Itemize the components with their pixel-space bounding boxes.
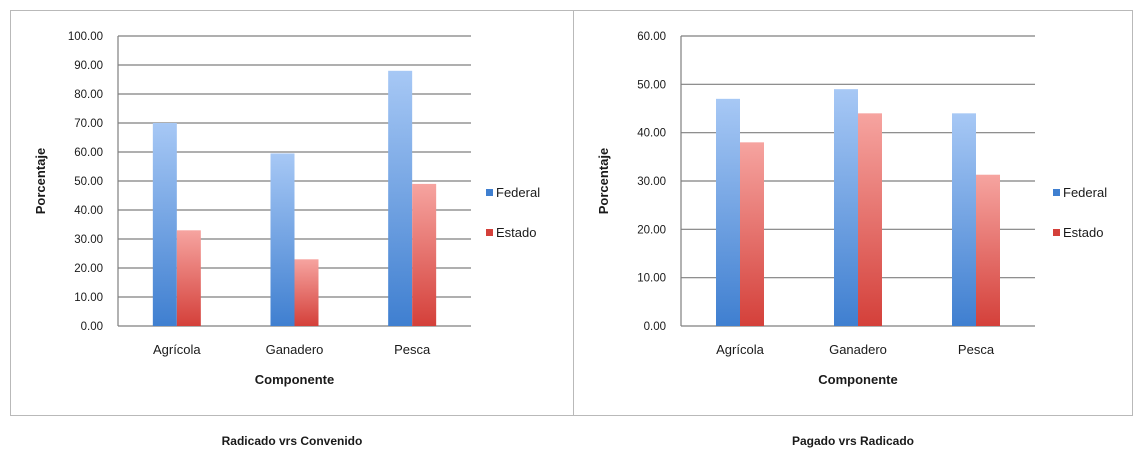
y-tick-label: 50.00 bbox=[74, 176, 103, 188]
legend-label-federal: Federal bbox=[1063, 185, 1107, 200]
y-tick-label: 0.00 bbox=[81, 321, 103, 333]
y-tick-label: 40.00 bbox=[74, 205, 103, 217]
y-tick-label: 20.00 bbox=[74, 263, 103, 275]
bar-estado-agricola bbox=[740, 142, 764, 326]
x-category-label: Ganadero bbox=[266, 342, 324, 357]
bar-federal-ganadero bbox=[270, 153, 295, 326]
y-tick-label: 80.00 bbox=[74, 89, 103, 101]
bar-federal-pesca bbox=[952, 113, 976, 326]
chart-title-pagado-radicado: Pagado vrs Radicado bbox=[791, 434, 915, 448]
chart-panel-pagado-radicado: 0.00 10.00 20.00 30.00 40.00 50.00 60.00 Agríco… bbox=[573, 10, 1133, 416]
y-tick-label: 60.00 bbox=[74, 147, 103, 159]
x-category-label: Agrícola bbox=[716, 342, 764, 357]
bar-estado-agricola bbox=[176, 230, 201, 326]
y-tick-label: 30.00 bbox=[74, 234, 103, 246]
bar-estado-ganadero bbox=[858, 113, 882, 326]
x-category-label: Pesca bbox=[958, 342, 995, 357]
y-tick-label: 40.00 bbox=[637, 128, 666, 140]
legend-label-estado: Estado bbox=[1063, 225, 1103, 240]
y-tick-label: 50.00 bbox=[637, 79, 666, 91]
y-tick-label: 0.00 bbox=[644, 321, 666, 333]
bar-federal-ganadero bbox=[834, 89, 858, 327]
y-tick-label: 20.00 bbox=[637, 224, 666, 236]
y-axis-title: Porcentaje bbox=[596, 148, 611, 214]
bar-chart-pagado-radicado: 0.00 10.00 20.00 30.00 40.00 50.00 60.00 Agríco… bbox=[596, 31, 1107, 387]
legend-swatch-estado bbox=[486, 229, 493, 236]
bar-estado-pesca bbox=[412, 183, 437, 326]
legend-swatch-estado bbox=[1053, 229, 1060, 236]
y-tick-label: 70.00 bbox=[74, 118, 103, 130]
bar-federal-pesca bbox=[388, 70, 413, 326]
y-axis-title: Porcentaje bbox=[33, 148, 48, 214]
x-category-label: Agrícola bbox=[153, 342, 201, 357]
bar-estado-ganadero bbox=[294, 259, 319, 326]
bar-federal-agricola bbox=[716, 98, 740, 326]
y-tick-label: 30.00 bbox=[637, 176, 666, 188]
bar-federal-agricola bbox=[152, 123, 177, 326]
x-category-label: Ganadero bbox=[829, 342, 887, 357]
x-axis-title: Componente bbox=[818, 372, 897, 387]
y-tick-label: 60.00 bbox=[637, 31, 666, 43]
x-category-label: Pesca bbox=[394, 342, 431, 357]
legend-label-estado: Estado bbox=[496, 225, 536, 240]
legend-label-federal: Federal bbox=[496, 185, 540, 200]
chart-title-radicado-convenido: Radicado vrs Convenido bbox=[221, 434, 363, 448]
y-tick-label: 10.00 bbox=[74, 292, 103, 304]
bar-estado-pesca bbox=[976, 174, 1000, 326]
x-axis-title: Componente bbox=[255, 372, 334, 387]
y-tick-label: 100.00 bbox=[68, 31, 103, 43]
chart-panel-radicado-convenido: 0.00 10.00 20.00 30.00 40.00 50.00 60.00 70.00 8… bbox=[10, 10, 574, 416]
legend-swatch-federal bbox=[1053, 189, 1060, 196]
y-tick-label: 90.00 bbox=[74, 60, 103, 72]
bar-chart-radicado-convenido: 0.00 10.00 20.00 30.00 40.00 50.00 60.00 70.00 8… bbox=[33, 31, 540, 387]
legend-swatch-federal bbox=[486, 189, 493, 196]
y-tick-label: 10.00 bbox=[637, 273, 666, 285]
